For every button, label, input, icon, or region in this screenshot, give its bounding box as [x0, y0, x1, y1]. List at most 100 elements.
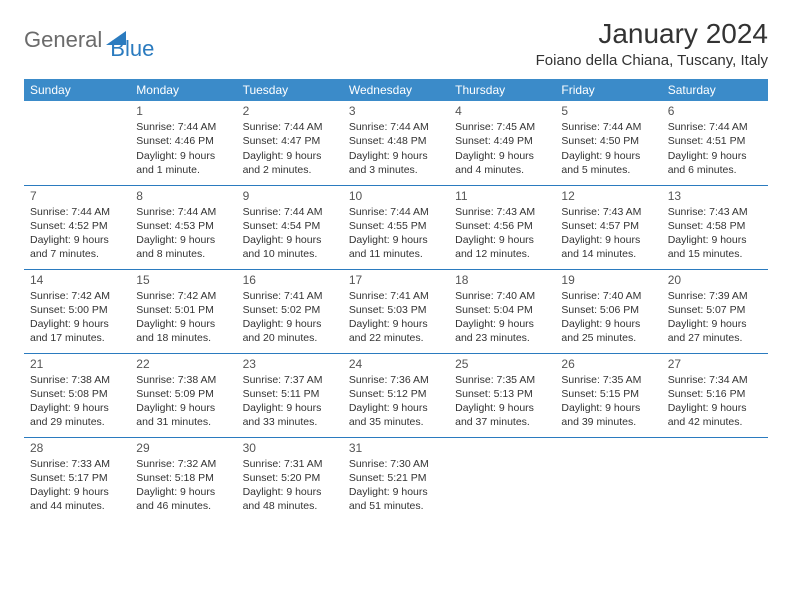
daylight-text: Daylight: 9 hours — [561, 401, 655, 415]
daylight-text: Daylight: 9 hours — [455, 317, 549, 331]
day-number: 2 — [243, 103, 337, 119]
sunset-text: Sunset: 4:47 PM — [243, 134, 337, 148]
daylight-text: Daylight: 9 hours — [30, 401, 124, 415]
weekday-header: Saturday — [662, 79, 768, 101]
weekday-header: Tuesday — [237, 79, 343, 101]
calendar-row: 7Sunrise: 7:44 AMSunset: 4:52 PMDaylight… — [24, 185, 768, 269]
daylight-text: and 20 minutes. — [243, 331, 337, 345]
calendar-cell: 27Sunrise: 7:34 AMSunset: 5:16 PMDayligh… — [662, 353, 768, 437]
calendar-cell: 1Sunrise: 7:44 AMSunset: 4:46 PMDaylight… — [130, 101, 236, 185]
sunrise-text: Sunrise: 7:30 AM — [349, 457, 443, 471]
daylight-text: and 14 minutes. — [561, 247, 655, 261]
logo: General Blue — [24, 18, 154, 62]
sunrise-text: Sunrise: 7:32 AM — [136, 457, 230, 471]
calendar-cell: 14Sunrise: 7:42 AMSunset: 5:00 PMDayligh… — [24, 269, 130, 353]
day-number: 14 — [30, 272, 124, 288]
daylight-text: Daylight: 9 hours — [561, 317, 655, 331]
calendar-cell: 31Sunrise: 7:30 AMSunset: 5:21 PMDayligh… — [343, 437, 449, 521]
daylight-text: Daylight: 9 hours — [455, 149, 549, 163]
calendar-cell: 30Sunrise: 7:31 AMSunset: 5:20 PMDayligh… — [237, 437, 343, 521]
month-title: January 2024 — [536, 18, 768, 50]
sunrise-text: Sunrise: 7:43 AM — [455, 205, 549, 219]
daylight-text: and 8 minutes. — [136, 247, 230, 261]
daylight-text: Daylight: 9 hours — [455, 401, 549, 415]
daylight-text: Daylight: 9 hours — [561, 233, 655, 247]
day-number: 21 — [30, 356, 124, 372]
sunset-text: Sunset: 4:57 PM — [561, 219, 655, 233]
calendar-cell: 18Sunrise: 7:40 AMSunset: 5:04 PMDayligh… — [449, 269, 555, 353]
calendar-table: Sunday Monday Tuesday Wednesday Thursday… — [24, 79, 768, 521]
day-number: 6 — [668, 103, 762, 119]
daylight-text: and 31 minutes. — [136, 415, 230, 429]
day-number: 13 — [668, 188, 762, 204]
sunrise-text: Sunrise: 7:35 AM — [561, 373, 655, 387]
daylight-text: and 10 minutes. — [243, 247, 337, 261]
daylight-text: Daylight: 9 hours — [136, 233, 230, 247]
calendar-cell: 21Sunrise: 7:38 AMSunset: 5:08 PMDayligh… — [24, 353, 130, 437]
calendar-cell: 29Sunrise: 7:32 AMSunset: 5:18 PMDayligh… — [130, 437, 236, 521]
day-number: 20 — [668, 272, 762, 288]
sunrise-text: Sunrise: 7:36 AM — [349, 373, 443, 387]
daylight-text: Daylight: 9 hours — [668, 233, 762, 247]
calendar-cell: 15Sunrise: 7:42 AMSunset: 5:01 PMDayligh… — [130, 269, 236, 353]
daylight-text: and 42 minutes. — [668, 415, 762, 429]
daylight-text: and 39 minutes. — [561, 415, 655, 429]
calendar-row: 21Sunrise: 7:38 AMSunset: 5:08 PMDayligh… — [24, 353, 768, 437]
day-number: 4 — [455, 103, 549, 119]
sunrise-text: Sunrise: 7:44 AM — [243, 205, 337, 219]
sunset-text: Sunset: 4:56 PM — [455, 219, 549, 233]
sunrise-text: Sunrise: 7:44 AM — [30, 205, 124, 219]
sunrise-text: Sunrise: 7:38 AM — [30, 373, 124, 387]
sunset-text: Sunset: 4:49 PM — [455, 134, 549, 148]
weekday-header: Sunday — [24, 79, 130, 101]
day-number: 18 — [455, 272, 549, 288]
calendar-cell: 23Sunrise: 7:37 AMSunset: 5:11 PMDayligh… — [237, 353, 343, 437]
sunrise-text: Sunrise: 7:34 AM — [668, 373, 762, 387]
sunset-text: Sunset: 5:06 PM — [561, 303, 655, 317]
location-text: Foiano della Chiana, Tuscany, Italy — [536, 52, 768, 69]
sunrise-text: Sunrise: 7:43 AM — [668, 205, 762, 219]
calendar-cell: 24Sunrise: 7:36 AMSunset: 5:12 PMDayligh… — [343, 353, 449, 437]
daylight-text: and 2 minutes. — [243, 163, 337, 177]
day-number: 12 — [561, 188, 655, 204]
daylight-text: and 11 minutes. — [349, 247, 443, 261]
sunset-text: Sunset: 5:15 PM — [561, 387, 655, 401]
sunrise-text: Sunrise: 7:45 AM — [455, 120, 549, 134]
sunset-text: Sunset: 4:55 PM — [349, 219, 443, 233]
daylight-text: and 44 minutes. — [30, 499, 124, 513]
sunrise-text: Sunrise: 7:44 AM — [561, 120, 655, 134]
sunset-text: Sunset: 5:08 PM — [30, 387, 124, 401]
sunset-text: Sunset: 4:58 PM — [668, 219, 762, 233]
calendar-cell: 9Sunrise: 7:44 AMSunset: 4:54 PMDaylight… — [237, 185, 343, 269]
day-number: 25 — [455, 356, 549, 372]
daylight-text: and 15 minutes. — [668, 247, 762, 261]
daylight-text: Daylight: 9 hours — [136, 401, 230, 415]
sunset-text: Sunset: 4:46 PM — [136, 134, 230, 148]
sunrise-text: Sunrise: 7:35 AM — [455, 373, 549, 387]
daylight-text: and 35 minutes. — [349, 415, 443, 429]
calendar-cell — [449, 437, 555, 521]
daylight-text: Daylight: 9 hours — [668, 149, 762, 163]
calendar-cell: 11Sunrise: 7:43 AMSunset: 4:56 PMDayligh… — [449, 185, 555, 269]
header: General Blue January 2024 Foiano della C… — [24, 18, 768, 69]
sunset-text: Sunset: 5:00 PM — [30, 303, 124, 317]
daylight-text: Daylight: 9 hours — [243, 233, 337, 247]
day-number: 23 — [243, 356, 337, 372]
daylight-text: Daylight: 9 hours — [455, 233, 549, 247]
day-number: 29 — [136, 440, 230, 456]
calendar-cell — [24, 101, 130, 185]
sunset-text: Sunset: 5:04 PM — [455, 303, 549, 317]
calendar-cell: 8Sunrise: 7:44 AMSunset: 4:53 PMDaylight… — [130, 185, 236, 269]
daylight-text: Daylight: 9 hours — [349, 149, 443, 163]
day-number: 26 — [561, 356, 655, 372]
day-number: 28 — [30, 440, 124, 456]
sunrise-text: Sunrise: 7:44 AM — [349, 120, 443, 134]
sunrise-text: Sunrise: 7:31 AM — [243, 457, 337, 471]
calendar-cell: 17Sunrise: 7:41 AMSunset: 5:03 PMDayligh… — [343, 269, 449, 353]
calendar-cell: 25Sunrise: 7:35 AMSunset: 5:13 PMDayligh… — [449, 353, 555, 437]
daylight-text: and 22 minutes. — [349, 331, 443, 345]
day-number: 15 — [136, 272, 230, 288]
calendar-cell: 5Sunrise: 7:44 AMSunset: 4:50 PMDaylight… — [555, 101, 661, 185]
daylight-text: and 27 minutes. — [668, 331, 762, 345]
day-number: 31 — [349, 440, 443, 456]
